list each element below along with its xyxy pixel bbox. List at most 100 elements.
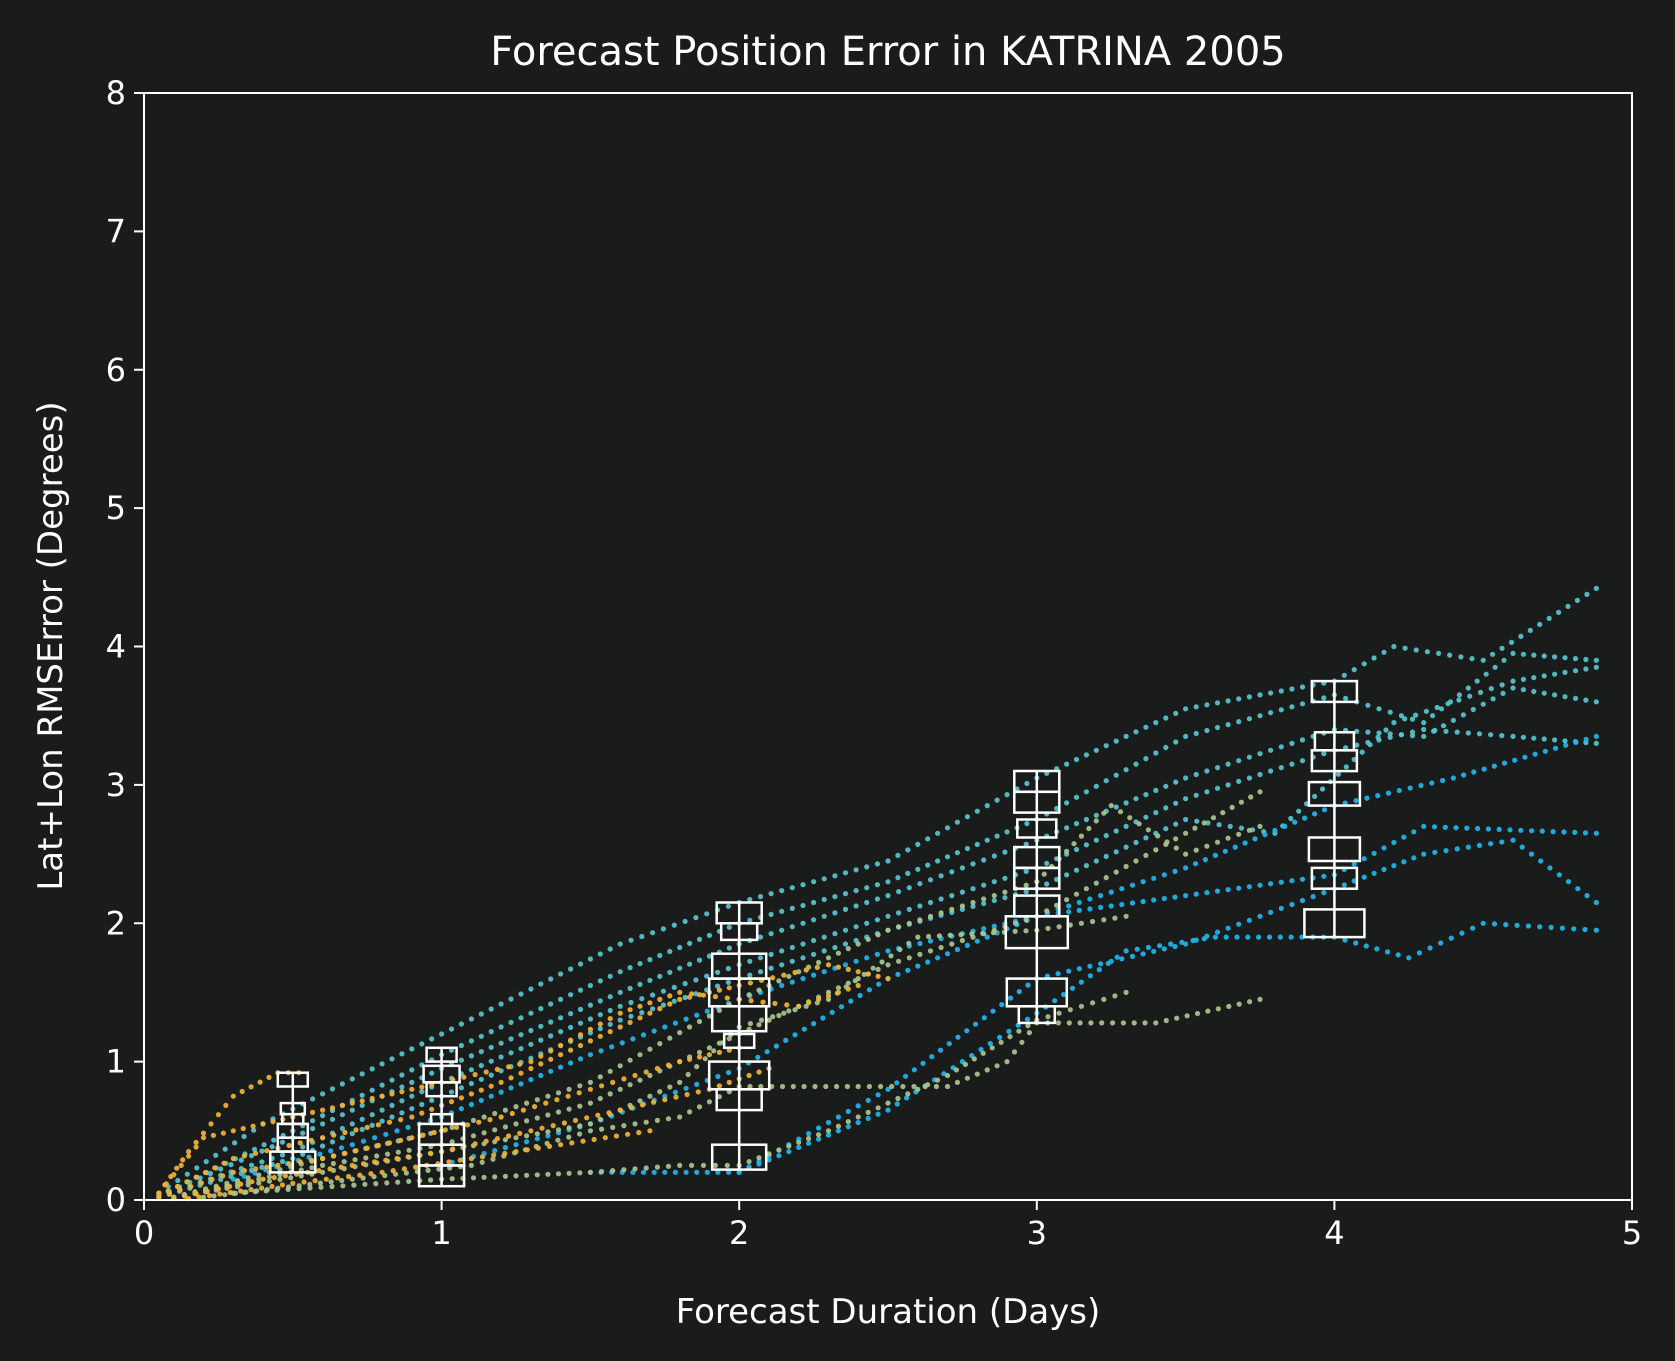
series-17-point — [375, 1142, 381, 1149]
series-3-point — [1268, 768, 1274, 774]
series-2-point — [1173, 779, 1179, 785]
series-2-point — [228, 1162, 234, 1168]
series-1-point — [379, 1082, 385, 1088]
series-0-point — [203, 1159, 209, 1165]
series-10-point — [627, 1082, 633, 1088]
series-10-point — [545, 1112, 551, 1118]
series-0-point — [320, 1091, 326, 1097]
series-19-point — [613, 1133, 620, 1139]
series-4-point — [607, 1021, 613, 1027]
series-15-point — [637, 1003, 643, 1009]
series-15-point — [772, 1000, 778, 1007]
series-18 — [171, 1065, 772, 1202]
series-17-point — [543, 1100, 549, 1106]
series-0-point — [1257, 692, 1263, 698]
series-1-point — [1501, 657, 1507, 663]
series-8-point — [1006, 1028, 1012, 1034]
series-15-point — [700, 992, 707, 998]
series-10-point — [617, 1086, 623, 1092]
series-7-point — [1278, 905, 1284, 912]
series-0-point — [194, 1165, 200, 1171]
series-5-point — [651, 1028, 657, 1034]
series-13-point — [756, 1155, 762, 1161]
series-9-point — [825, 955, 832, 961]
series-3-point — [399, 1098, 405, 1104]
series-8-point — [904, 1095, 910, 1101]
series-9-point — [1041, 871, 1047, 877]
series-5-point — [800, 976, 806, 982]
series-18-point — [238, 1181, 244, 1187]
series-0-point — [1183, 706, 1189, 712]
series-12-point — [1077, 1020, 1083, 1026]
y-tick-label: 1 — [106, 1043, 126, 1081]
series-2-point — [1440, 723, 1447, 729]
series-10-point — [266, 1174, 272, 1180]
series-5-point — [811, 972, 817, 978]
series-1-point — [1398, 713, 1404, 719]
series-15-point — [855, 982, 861, 989]
series-0-point — [213, 1152, 219, 1158]
series-4-point — [329, 1139, 336, 1145]
series-16-point — [468, 1091, 474, 1097]
series-0-point — [409, 1046, 415, 1052]
series-15-point — [359, 1098, 365, 1104]
box-group-2 — [707, 901, 771, 1171]
series-8-point — [1190, 937, 1196, 944]
series-11-point — [1012, 928, 1018, 935]
series-0-point — [1593, 585, 1599, 592]
series-19-point — [413, 1164, 419, 1170]
series-5-point — [349, 1142, 355, 1148]
series-5-point — [1471, 769, 1477, 775]
series-13-point — [654, 1164, 661, 1170]
series-13-point — [274, 1187, 280, 1193]
series-16-point — [429, 1106, 435, 1112]
series-4-point — [1093, 858, 1099, 864]
series-9-point — [906, 920, 912, 926]
series-15-point — [712, 994, 719, 1000]
series-5-point — [694, 1012, 700, 1018]
series-4-point — [715, 983, 721, 989]
series-15-point — [617, 1010, 623, 1016]
box-group-1 — [417, 1046, 466, 1188]
series-1-point — [1456, 692, 1462, 698]
series-15-point — [260, 1121, 266, 1127]
series-6-point — [1299, 876, 1306, 882]
series-2-point — [647, 977, 653, 983]
series-6-point — [1361, 856, 1367, 862]
series-12-point — [577, 1131, 583, 1137]
box-segment — [425, 1046, 458, 1063]
series-5-point — [577, 1056, 584, 1062]
series-5-point — [917, 940, 923, 947]
series-0-point — [1413, 647, 1419, 653]
series-5-point — [991, 923, 997, 929]
series-15-point — [419, 1084, 425, 1090]
series-13-point — [1016, 1028, 1022, 1034]
series-2-point — [197, 1175, 203, 1181]
series-5-point — [609, 1044, 615, 1050]
series-12-point — [621, 1123, 627, 1129]
series-5-point — [468, 1101, 474, 1108]
series-10-point — [917, 951, 923, 958]
series-9-point — [566, 1086, 572, 1092]
series-1-point — [885, 879, 891, 885]
series-19-point — [334, 1175, 340, 1181]
series-0-point — [617, 941, 623, 947]
series-16-point — [264, 1148, 270, 1154]
series-16-point — [409, 1114, 415, 1120]
series-6-point — [792, 1032, 798, 1038]
series-13-point — [502, 1173, 508, 1179]
series-8-point — [1537, 924, 1543, 930]
series-5-point — [1282, 823, 1288, 830]
series-12-point — [1153, 1020, 1159, 1026]
series-3-point — [1387, 734, 1393, 740]
series-7-point — [981, 1015, 987, 1021]
series-1-point — [548, 1001, 554, 1007]
series-5-point — [885, 948, 891, 954]
series-3-point — [1204, 789, 1210, 795]
series-3-point — [359, 1116, 365, 1122]
series-13-point — [796, 1139, 802, 1145]
series-5-point — [1119, 886, 1125, 892]
series-4-point — [1531, 675, 1537, 681]
series-6-point — [866, 987, 873, 993]
series-13-point — [700, 1162, 707, 1168]
